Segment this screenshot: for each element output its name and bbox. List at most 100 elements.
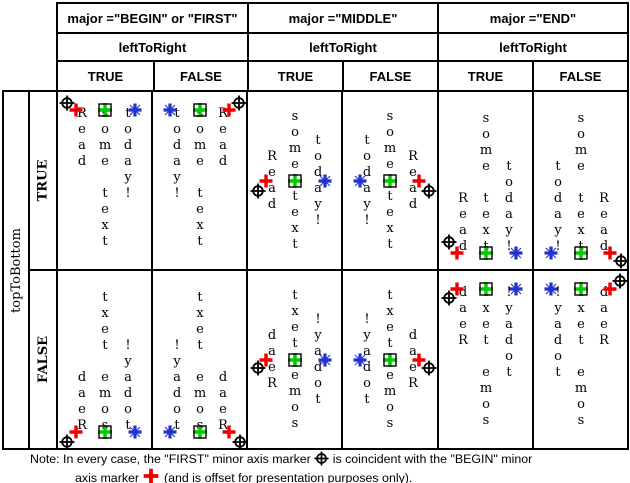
vertical-text-today: t o d a y! xyxy=(309,133,327,229)
middle-marker-icon xyxy=(478,245,494,261)
glyph: x xyxy=(291,220,299,236)
glyph: s xyxy=(577,111,585,126)
glyph: t xyxy=(102,338,108,353)
glyph: t xyxy=(387,236,393,252)
plus-icon xyxy=(142,468,160,483)
glyph: R xyxy=(408,375,418,391)
glyph: a xyxy=(409,180,417,196)
glyph: d xyxy=(218,370,228,385)
begin-marker-icon xyxy=(68,102,84,118)
glyph: y xyxy=(173,354,181,369)
glyph xyxy=(484,349,488,365)
glyph: m xyxy=(479,381,493,396)
glyph: e xyxy=(459,317,467,332)
glyph: s xyxy=(577,413,585,428)
glyph: x xyxy=(101,218,109,233)
vertical-text-today: ! y a d o t xyxy=(500,285,518,381)
row-option-true: TRUE xyxy=(28,90,58,271)
glyph: m xyxy=(288,140,302,156)
glyph: t xyxy=(102,234,108,249)
glyph: o xyxy=(363,148,371,164)
header-major-label: major ="BEGIN" or "FIRST" xyxy=(67,10,238,26)
glyph: o xyxy=(386,124,394,140)
glyph: s xyxy=(291,108,299,124)
glyph: e xyxy=(101,154,109,169)
first-marker-icon xyxy=(250,360,266,376)
glyph: R xyxy=(408,148,418,164)
middle-marker-icon xyxy=(573,245,589,261)
middle-marker-icon xyxy=(382,173,398,189)
glyph: t xyxy=(506,365,512,380)
footnote: Note: In every case, the "FIRST" minor a… xyxy=(30,451,610,483)
end-marker-icon xyxy=(508,281,524,297)
row-option-label: FALSE xyxy=(35,336,51,383)
glyph: x xyxy=(386,220,394,236)
first-marker-icon xyxy=(59,434,75,450)
footnote-line1: Note: In every case, the "FIRST" minor a… xyxy=(30,451,610,467)
glyph: d xyxy=(553,333,563,348)
glyph: o xyxy=(505,175,513,190)
begin-marker-icon xyxy=(258,173,274,189)
end-marker-icon xyxy=(162,102,178,118)
end-marker-icon xyxy=(162,424,178,440)
middle-marker-icon xyxy=(478,281,494,297)
glyph: s xyxy=(482,413,490,428)
begin-marker-icon xyxy=(602,281,618,297)
header-option-false-3: FALSE xyxy=(532,60,629,92)
header-option-true-2: TRUE xyxy=(247,60,344,92)
glyph: e xyxy=(219,402,227,417)
vertical-text-today: t o d a y! xyxy=(358,133,376,229)
glyph: e xyxy=(482,159,490,174)
row-option-false: FALSE xyxy=(28,269,58,450)
header-major-label: major ="END" xyxy=(489,10,577,26)
glyph: e xyxy=(577,207,585,222)
header-major-1: major ="BEGIN" or "FIRST" xyxy=(56,2,249,34)
end-marker-icon xyxy=(317,173,333,189)
glyph: e xyxy=(386,319,394,335)
first-marker-icon xyxy=(59,95,75,111)
glyph: a xyxy=(459,223,467,238)
glyph: x xyxy=(482,301,490,316)
footnote-line2: axis marker (and is offset for presentat… xyxy=(75,467,610,483)
glyph: t xyxy=(125,418,131,433)
glyph: m xyxy=(383,383,397,399)
glyph: o xyxy=(554,349,562,364)
glyph: a xyxy=(124,370,132,385)
glyph xyxy=(198,354,202,370)
glyph: e xyxy=(268,164,276,180)
glyph: a xyxy=(124,154,132,169)
glyph: a xyxy=(219,386,227,401)
glyph: t xyxy=(197,186,203,201)
header-option-label: TRUE xyxy=(467,68,504,84)
glyph: d xyxy=(504,191,514,206)
glyph: a xyxy=(363,180,371,196)
glyph: t xyxy=(506,159,512,174)
glyph: R xyxy=(218,106,228,121)
begin-marker-icon xyxy=(258,352,274,368)
glyph: e xyxy=(101,202,109,217)
begin-marker-icon xyxy=(411,173,427,189)
glyph: o xyxy=(554,175,562,190)
glyph: t xyxy=(174,418,180,433)
header-major-3: major ="END" xyxy=(437,2,629,34)
glyph: e xyxy=(577,365,585,380)
glyph: y xyxy=(554,223,562,238)
header-option-label: FALSE xyxy=(180,68,222,84)
end-marker-icon xyxy=(127,424,143,440)
end-marker-icon xyxy=(352,352,368,368)
glyph: d xyxy=(123,386,133,401)
